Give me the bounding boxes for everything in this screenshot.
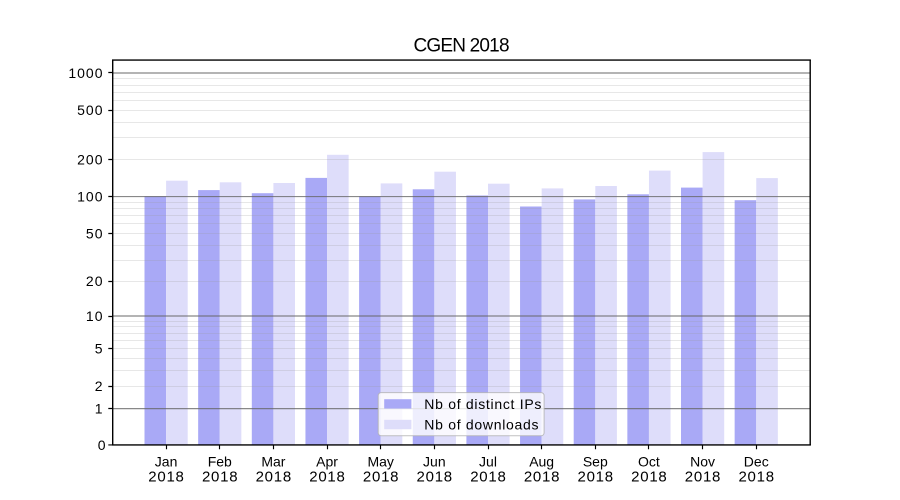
svg-text:Aug: Aug (529, 454, 554, 470)
svg-text:2018: 2018 (631, 469, 667, 486)
svg-text:1000: 1000 (68, 65, 103, 81)
svg-text:1: 1 (95, 401, 104, 417)
svg-text:10: 10 (86, 308, 104, 324)
svg-text:Nb of downloads: Nb of downloads (424, 417, 539, 433)
svg-text:2018: 2018 (309, 469, 345, 486)
svg-text:2018: 2018 (148, 469, 184, 486)
svg-text:5: 5 (95, 341, 104, 357)
svg-text:2018: 2018 (524, 469, 560, 486)
svg-text:Mar: Mar (261, 454, 285, 470)
svg-text:2018: 2018 (202, 469, 238, 486)
svg-text:2018: 2018 (685, 469, 721, 486)
svg-text:2018: 2018 (417, 469, 453, 486)
svg-text:Jul: Jul (479, 454, 497, 470)
svg-text:Jun: Jun (423, 454, 446, 470)
svg-text:100: 100 (77, 188, 103, 204)
svg-text:CGEN 2018: CGEN 2018 (413, 36, 508, 57)
svg-text:2018: 2018 (738, 469, 774, 486)
svg-text:Nov: Nov (690, 454, 715, 470)
svg-text:Jan: Jan (155, 454, 178, 470)
svg-text:Nb of distinct IPs: Nb of distinct IPs (424, 396, 542, 412)
svg-text:May: May (367, 454, 393, 470)
svg-text:Oct: Oct (638, 454, 660, 470)
svg-text:500: 500 (77, 102, 103, 118)
svg-text:200: 200 (77, 151, 103, 167)
svg-text:50: 50 (86, 225, 104, 241)
svg-text:Feb: Feb (208, 454, 232, 470)
svg-text:2018: 2018 (470, 469, 506, 486)
svg-text:Apr: Apr (316, 454, 338, 470)
svg-text:2018: 2018 (256, 469, 292, 486)
svg-text:2: 2 (95, 378, 104, 394)
svg-text:Sep: Sep (583, 454, 608, 470)
svg-text:20: 20 (86, 273, 104, 289)
svg-text:Dec: Dec (744, 454, 769, 470)
svg-text:0: 0 (98, 437, 106, 453)
svg-text:2018: 2018 (577, 469, 613, 486)
svg-text:2018: 2018 (363, 469, 399, 486)
